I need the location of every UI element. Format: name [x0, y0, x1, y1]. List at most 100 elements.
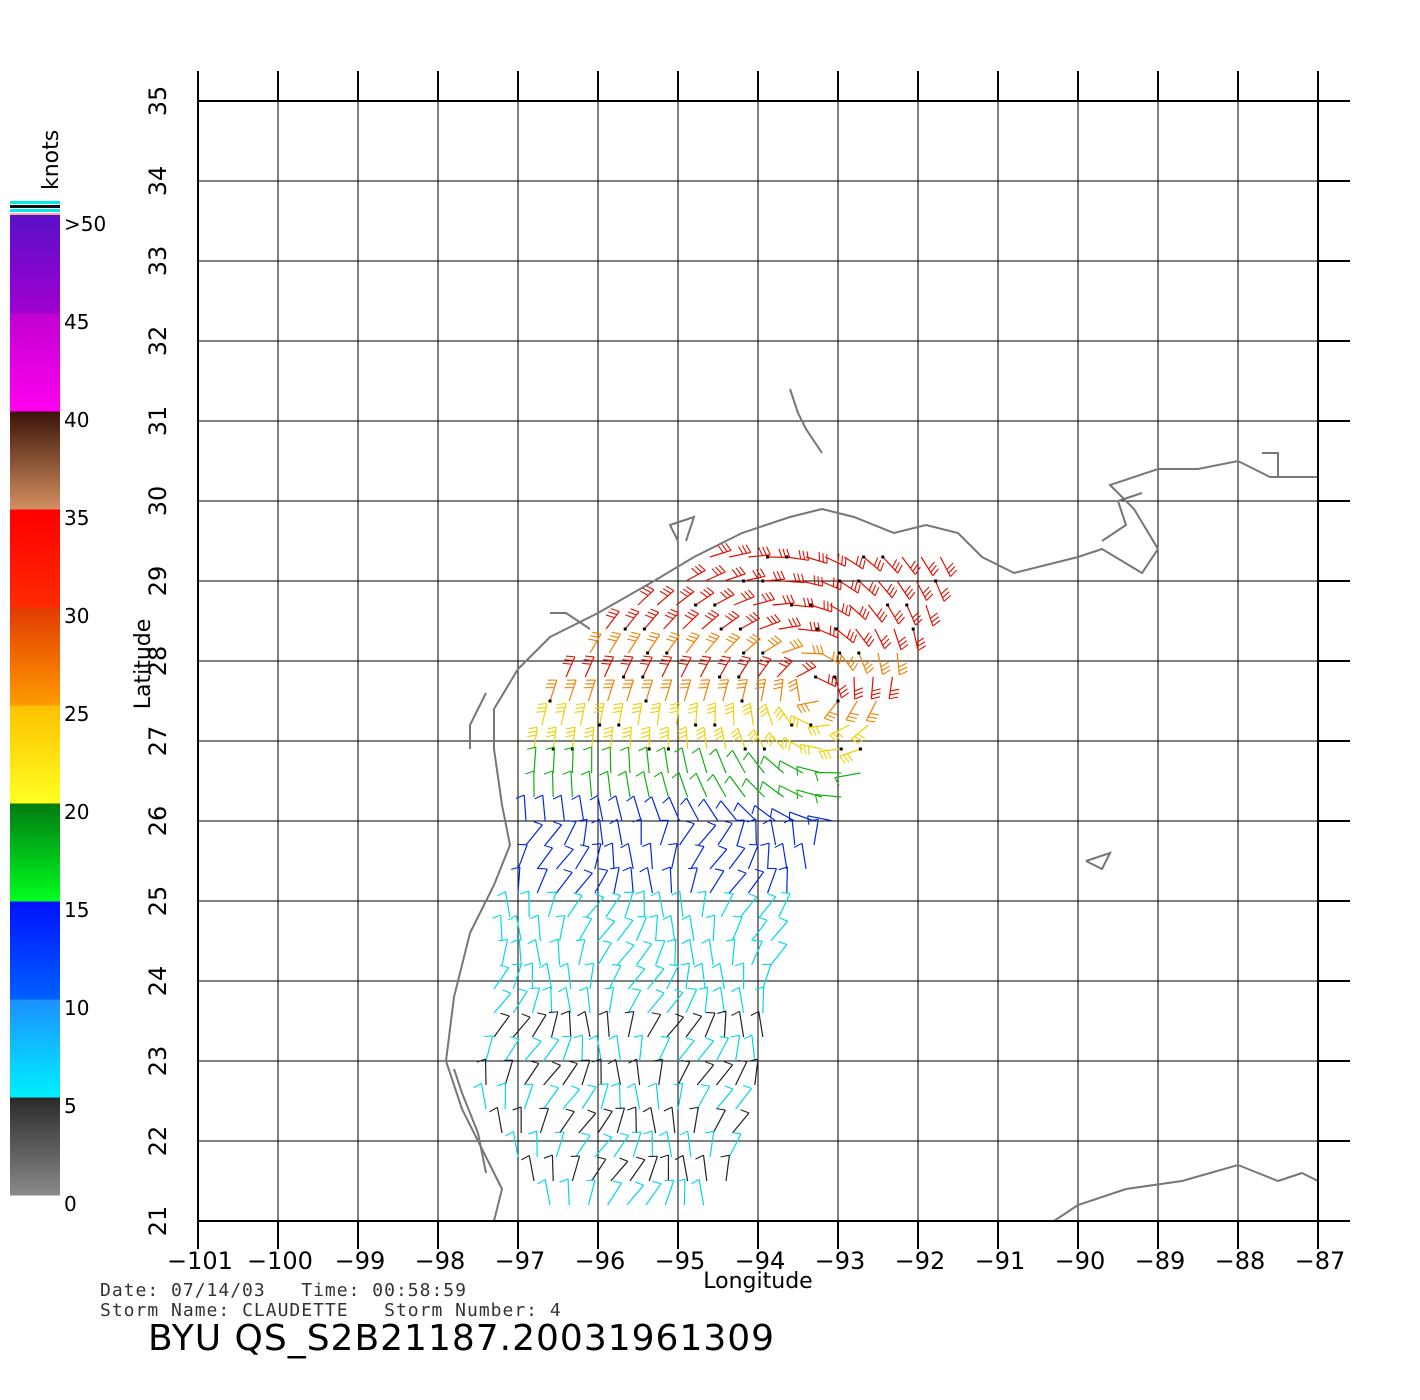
wind-barb	[733, 802, 757, 822]
wind-barb	[905, 603, 923, 626]
wind-barb	[605, 608, 620, 630]
wind-barb	[646, 631, 661, 655]
wind-barb	[563, 819, 577, 846]
wind-barb	[573, 1034, 584, 1062]
y-tick-label: 22	[144, 1126, 172, 1157]
wind-barb	[640, 726, 651, 751]
wind-barb	[643, 1130, 653, 1158]
wind-barb	[638, 746, 650, 774]
wind-barb	[544, 821, 563, 846]
legend-band	[10, 411, 60, 510]
wind-barb	[911, 627, 927, 651]
wind-barb	[512, 1013, 531, 1038]
wind-barb	[679, 679, 692, 702]
wind-barb	[639, 655, 653, 679]
wind-barb	[594, 1133, 613, 1158]
wind-barb	[668, 843, 678, 870]
legend-band	[10, 509, 60, 608]
wind-barb	[560, 1010, 572, 1038]
wind-barb	[603, 726, 614, 750]
wind-barb	[562, 1060, 578, 1086]
legend-label: 40	[64, 408, 89, 432]
wind-barb	[731, 915, 743, 942]
wind-barb	[759, 614, 781, 630]
wind-barb	[626, 1181, 645, 1206]
wind-barb	[720, 1154, 730, 1182]
wind-barb	[521, 1154, 535, 1182]
wind-barb	[505, 1130, 519, 1158]
wind-barb	[723, 632, 741, 654]
wind-barb	[665, 631, 680, 655]
wind-barb	[698, 986, 709, 1014]
x-tick-label: −95	[655, 1247, 706, 1275]
wind-barb	[597, 940, 613, 966]
wind-barb	[578, 1109, 597, 1134]
wind-barb	[709, 845, 728, 870]
wind-barb	[778, 891, 791, 918]
wind-barb	[920, 556, 939, 577]
wind-barb	[578, 986, 591, 1014]
wind-barb	[704, 1130, 715, 1158]
wind-barb	[741, 702, 754, 726]
wind-barb	[559, 1178, 570, 1206]
wind-barb	[617, 770, 631, 798]
wind-barb	[724, 566, 746, 582]
storm-name-label: Storm Name:	[100, 1300, 231, 1321]
x-tick-label: −91	[975, 1247, 1026, 1275]
wind-barb	[709, 748, 727, 774]
wind-barb	[698, 679, 711, 702]
wind-barb	[647, 1082, 660, 1110]
wind-barb	[567, 892, 583, 918]
wind-barb	[796, 765, 823, 776]
wind-barb	[623, 608, 640, 631]
wind-barb	[761, 635, 782, 655]
wind-barb	[589, 795, 604, 822]
y-tick-label: 27	[144, 726, 172, 757]
wind-barb	[694, 586, 715, 607]
wind-barb	[580, 770, 593, 798]
wind-barb	[658, 1130, 673, 1158]
wind-barb	[857, 579, 880, 597]
wind-barb	[820, 650, 842, 665]
wind-barb	[735, 1085, 753, 1110]
wind-barb	[712, 1108, 726, 1134]
wind-barb	[592, 1058, 602, 1086]
coastline-segment	[668, 515, 696, 542]
wind-barb	[678, 655, 692, 678]
wind-barb	[735, 1059, 748, 1086]
wind-barb	[543, 1036, 560, 1062]
wind-barb	[545, 679, 558, 703]
wind-barb	[698, 821, 717, 846]
wind-barb	[671, 890, 684, 918]
wind-barb	[818, 747, 843, 760]
wind-barb	[627, 988, 642, 1014]
legend-label: 25	[64, 702, 89, 726]
wind-barb	[751, 916, 768, 942]
wind-barb	[580, 1059, 591, 1086]
wind-barb	[761, 963, 772, 990]
wind-barb	[609, 818, 623, 846]
wind-barb	[659, 655, 673, 678]
wind-barb	[695, 726, 708, 750]
wind-barb	[605, 892, 622, 918]
wind-barb	[555, 845, 574, 870]
wind-barb	[747, 868, 765, 894]
wind-barb	[647, 965, 665, 990]
wind-barb	[588, 1034, 602, 1062]
wind-barb	[783, 818, 796, 846]
wind-barb	[527, 938, 541, 966]
legend-band	[10, 607, 60, 706]
wind-barb	[715, 800, 738, 822]
wind-barb	[610, 1082, 621, 1110]
wind-barb	[610, 1157, 629, 1182]
wind-barb	[724, 702, 735, 726]
wind-barb	[731, 986, 745, 1014]
wind-barb	[529, 914, 541, 942]
coastline	[444, 388, 1319, 1222]
wind-barb	[681, 938, 695, 966]
wind-barb	[770, 941, 788, 966]
wind-barb	[607, 795, 623, 822]
wind-barb	[717, 820, 733, 846]
wind-barb	[711, 962, 725, 990]
wind-barb	[661, 866, 673, 894]
